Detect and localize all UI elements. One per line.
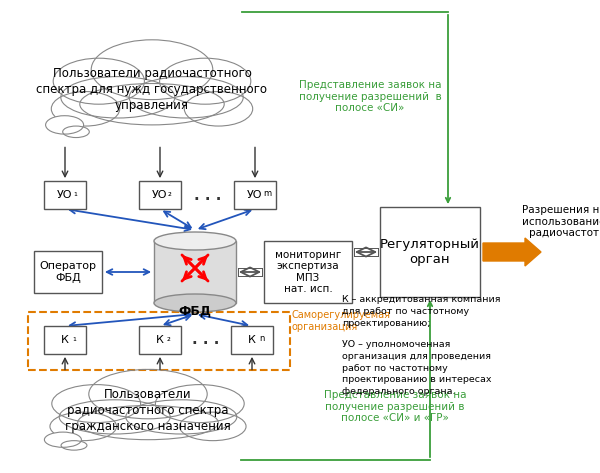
Ellipse shape xyxy=(126,400,237,434)
Ellipse shape xyxy=(80,84,224,125)
Ellipse shape xyxy=(46,116,83,134)
Text: . . .: . . . xyxy=(194,187,221,202)
Text: ₂: ₂ xyxy=(167,333,171,343)
Ellipse shape xyxy=(53,58,145,104)
Text: Регуляторный
орган: Регуляторный орган xyxy=(380,238,480,266)
Text: n: n xyxy=(259,334,265,343)
Text: мониторинг
экспертиза
МПЗ
нат. исп.: мониторинг экспертиза МПЗ нат. исп. xyxy=(275,250,341,294)
Text: Представление заявок на
получение разрешений в
полосе «СИ» и «ГР»: Представление заявок на получение разреш… xyxy=(324,390,466,423)
FancyBboxPatch shape xyxy=(234,181,276,209)
Text: УО: УО xyxy=(247,190,263,200)
Ellipse shape xyxy=(52,385,140,422)
Text: ФБД: ФБД xyxy=(179,305,212,318)
Ellipse shape xyxy=(154,232,236,250)
Ellipse shape xyxy=(91,40,213,100)
Ellipse shape xyxy=(179,412,246,441)
Text: Представление заявок на
получение разрешений  в
полосе «СИ»: Представление заявок на получение разреш… xyxy=(299,80,442,113)
Text: Оператор
ФБД: Оператор ФБД xyxy=(40,261,97,283)
Text: Саморегулируемая
организация: Саморегулируемая организация xyxy=(292,310,391,332)
Text: К: К xyxy=(156,335,164,345)
Ellipse shape xyxy=(61,441,87,450)
Ellipse shape xyxy=(154,294,236,312)
Ellipse shape xyxy=(78,405,218,440)
Ellipse shape xyxy=(89,369,207,419)
Ellipse shape xyxy=(59,400,170,434)
Ellipse shape xyxy=(63,126,89,138)
Ellipse shape xyxy=(155,385,244,422)
Ellipse shape xyxy=(61,77,175,118)
Text: УО: УО xyxy=(57,190,73,200)
Text: m: m xyxy=(263,189,271,198)
Text: Пользователи
радиочастотного спектра
гражданского назначения: Пользователи радиочастотного спектра гра… xyxy=(65,388,231,433)
Text: ₁: ₁ xyxy=(72,333,76,343)
FancyBboxPatch shape xyxy=(139,181,181,209)
Text: Пользователи радиочастотного
спектра для нужд государственного
управления: Пользователи радиочастотного спектра для… xyxy=(37,67,268,112)
FancyBboxPatch shape xyxy=(44,181,86,209)
Text: ₁: ₁ xyxy=(73,188,77,198)
Text: ₂: ₂ xyxy=(168,188,172,198)
Text: УО: УО xyxy=(152,190,168,200)
FancyBboxPatch shape xyxy=(231,326,273,354)
Ellipse shape xyxy=(50,412,116,441)
FancyBboxPatch shape xyxy=(34,251,102,293)
Bar xyxy=(154,241,236,303)
Ellipse shape xyxy=(129,77,243,118)
FancyBboxPatch shape xyxy=(380,207,480,297)
FancyBboxPatch shape xyxy=(44,326,86,354)
Ellipse shape xyxy=(184,92,253,126)
Ellipse shape xyxy=(44,432,82,447)
Text: . . .: . . . xyxy=(193,333,220,348)
Ellipse shape xyxy=(160,58,251,104)
Text: К: К xyxy=(248,335,256,345)
Text: УО – уполномоченная
организация для проведения
работ по частотному
проектировани: УО – уполномоченная организация для пров… xyxy=(342,340,491,396)
FancyArrow shape xyxy=(483,238,541,266)
Text: Разрешения на
использование
радиочастот: Разрешения на использование радиочастот xyxy=(522,205,600,238)
Text: К – аккредитованная компания
для работ по частотному
проектированию;: К – аккредитованная компания для работ п… xyxy=(342,295,500,328)
FancyBboxPatch shape xyxy=(264,241,352,303)
Bar xyxy=(28,312,290,370)
Text: К: К xyxy=(61,335,69,345)
Ellipse shape xyxy=(52,92,119,126)
FancyBboxPatch shape xyxy=(139,326,181,354)
